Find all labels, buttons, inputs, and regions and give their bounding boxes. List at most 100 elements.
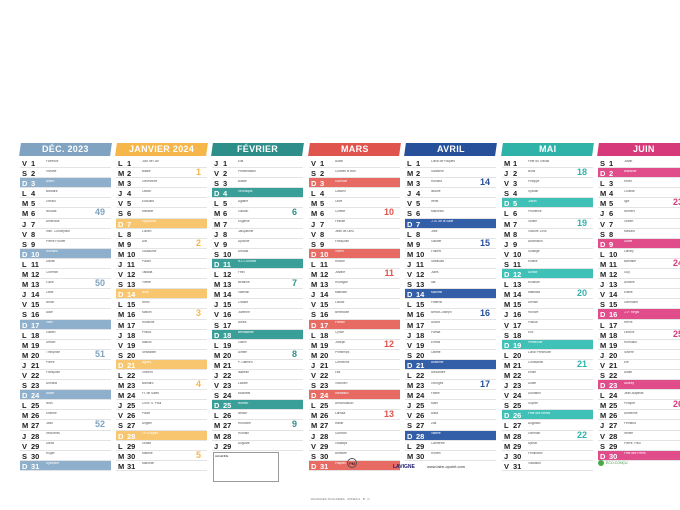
- day-number: 27: [513, 421, 522, 431]
- weekday-letter: D: [311, 179, 317, 189]
- day-row: L 3 Kévin: [598, 178, 680, 189]
- saint-name: Mélaine: [142, 209, 154, 213]
- day-number: 18: [320, 330, 329, 340]
- saint-name: Urbain: [46, 341, 56, 345]
- saint-name: Alida: [431, 411, 439, 415]
- weekday-letter: D: [214, 189, 220, 199]
- day-row: V 12 Tatiana: [116, 269, 207, 280]
- saint-name: Lazare: [238, 381, 248, 385]
- saint-name: Richard: [431, 179, 442, 183]
- day-row: V 26 Paule: [116, 410, 207, 421]
- weekday-letter: M: [504, 431, 511, 441]
- saint-name: Pâques: [335, 462, 346, 466]
- saint-name: Catherine: [431, 442, 445, 446]
- weekday-letter: D: [600, 310, 606, 320]
- day-row: M 10 Fulbert: [405, 249, 496, 259]
- weekday-letter: M: [504, 290, 511, 300]
- weekday-letter: S: [407, 421, 413, 431]
- day-number: 25: [223, 401, 232, 411]
- day-number: 6: [31, 209, 36, 219]
- saint-name: Arnaud: [238, 250, 249, 254]
- weekday-letter: L: [407, 370, 412, 380]
- weekday-letter: M: [118, 391, 125, 401]
- day-number: 2: [609, 169, 614, 179]
- saint-name: Jean-Baptiste: [624, 391, 644, 395]
- weekday-letter: J: [311, 219, 316, 229]
- saint-name: Vivien: [335, 250, 344, 254]
- weekday-letter: D: [22, 179, 28, 189]
- day-number: 19: [513, 340, 522, 350]
- day-row: L 1 Jour de l'An: [116, 158, 207, 169]
- day-number: 24: [31, 391, 40, 401]
- day-row: S 4 Sylvain: [502, 188, 593, 199]
- day-number: 2: [320, 169, 325, 179]
- day-number: 11: [223, 259, 231, 269]
- day-row: L 15 Paterne: [405, 299, 496, 310]
- day-row: M 19 Joseph 12: [309, 339, 400, 350]
- day-number: 14: [31, 290, 40, 300]
- day-number: 31: [127, 461, 136, 471]
- weekday-letter: V: [311, 229, 317, 239]
- weekday-letter: J: [600, 421, 605, 431]
- saint-name: Printemps: [335, 351, 350, 355]
- day-row: V 5 Edouard: [116, 198, 207, 209]
- day-row: D 3 Guénolé: [309, 178, 400, 189]
- day-row: J 21 Pierre: [20, 360, 111, 370]
- weekday-letter: D: [407, 219, 413, 229]
- saint-name: Charles le Bon: [335, 169, 356, 173]
- saint-name: Benoît-Joseph: [431, 310, 452, 314]
- saint-name: Visitation: [528, 462, 541, 466]
- saint-name: Rosine: [335, 260, 345, 264]
- day-row: L 17 Hervé: [598, 320, 680, 330]
- day-number: 12: [416, 270, 425, 280]
- saint-name: J.-B. de la Salle: [431, 220, 454, 224]
- day-row: D 17 Patrice: [309, 319, 400, 330]
- saint-name: Rodrigue: [335, 280, 348, 284]
- saint-name: Auguste: [238, 442, 250, 446]
- day-row: J 25 Conv. S. Paul: [116, 400, 207, 411]
- day-number: 29: [513, 441, 522, 451]
- saint-name: Présentation: [238, 169, 256, 173]
- day-row: M 5 Gérald: [20, 198, 111, 209]
- weekday-letter: M: [22, 411, 29, 421]
- day-number: 9: [513, 239, 518, 249]
- day-number: 4: [320, 189, 325, 199]
- weekday-letter: D: [118, 290, 124, 300]
- week-number: 21: [576, 358, 587, 369]
- saint-name: Romuald: [624, 341, 637, 345]
- day-row: J 21 Clémence: [309, 360, 400, 370]
- day-row: M 26 Anthelme: [598, 410, 680, 421]
- weekday-letter: M: [22, 280, 29, 290]
- month-header: AVRIL: [404, 143, 497, 156]
- day-number: 4: [127, 189, 132, 199]
- saint-name: Honorine: [238, 421, 251, 425]
- day-row: M 6 Gaston 6: [212, 207, 303, 219]
- day-row: S 16 Alice: [20, 309, 111, 320]
- weekday-letter: M: [22, 209, 29, 219]
- saint-name: Jules: [431, 270, 439, 274]
- saint-name: Solange: [528, 250, 540, 254]
- day-number: 26: [31, 411, 40, 421]
- day-row: D 14 Nina: [116, 289, 207, 300]
- day-number: 16: [31, 310, 40, 320]
- day-row: S 2 Charles le Bon: [309, 168, 400, 179]
- week-number: 4: [195, 379, 201, 390]
- day-number: 18: [127, 330, 136, 340]
- day-row: J 28 Innocents: [20, 431, 111, 441]
- day-row: S 27 Angèle: [116, 420, 207, 431]
- saint-name: Blandine: [624, 169, 637, 173]
- day-row: M 14 Valentin: [212, 289, 303, 300]
- day-row: J 7 Ambroise: [20, 219, 111, 229]
- day-number: 15: [127, 300, 136, 310]
- weekday-letter: V: [504, 249, 510, 259]
- day-row: V 15 Louise: [309, 299, 400, 310]
- day-number: 4: [223, 189, 228, 199]
- weekday-letter: M: [407, 381, 414, 391]
- day-number: 28: [223, 431, 232, 441]
- saint-name: Patrice: [335, 321, 345, 324]
- saint-name: Aymar: [528, 442, 538, 446]
- day-row: V 9 Apolline: [212, 239, 303, 249]
- day-row: L 8 Julie: [405, 229, 496, 239]
- weekday-letter: M: [214, 431, 221, 441]
- weekday-letter: L: [214, 199, 219, 209]
